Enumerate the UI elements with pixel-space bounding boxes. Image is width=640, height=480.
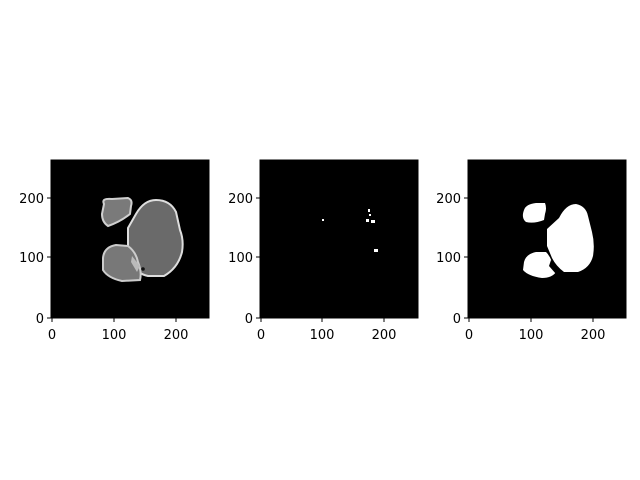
panel-3-right-blob <box>547 204 594 272</box>
panel-2-specks <box>322 209 378 252</box>
panel-1-left-lower-lobe <box>102 243 142 283</box>
panel-1-bright-spot <box>131 256 140 272</box>
panel-1-xtick-1: 100 <box>102 328 127 343</box>
panel-3-ytick-0: 200 <box>436 192 461 207</box>
panel-3-xtick-0: 0 <box>465 328 473 343</box>
panel-3-left-upper-blob <box>522 203 546 223</box>
panel-1-ticks <box>47 197 177 322</box>
panel-2: 0 100 200 200 100 0 <box>228 159 419 343</box>
panel-2-ytick-2: 0 <box>245 312 253 327</box>
panel-1-ytick-2: 0 <box>36 312 44 327</box>
panel-2-frame <box>259 159 419 319</box>
panel-3-left-lower-blob <box>523 252 556 278</box>
panel-2-ytick-1: 100 <box>228 251 253 266</box>
panel-2-ticks <box>256 197 385 322</box>
panel-3-ticks <box>464 197 594 322</box>
panel-2-xtick-0: 0 <box>257 328 265 343</box>
panel-1-xtick-0: 0 <box>48 328 56 343</box>
panel-2-ytick-0: 200 <box>228 192 253 207</box>
panel-2-xtick-2: 200 <box>372 328 397 343</box>
panel-1-ytick-0: 200 <box>19 192 44 207</box>
panel-3-ytick-2: 0 <box>453 312 461 327</box>
panel-3-hole <box>549 260 560 274</box>
panel-1: 0 100 200 200 100 0 <box>19 159 210 343</box>
panel-3-xtick-2: 200 <box>581 328 606 343</box>
panel-3: 0 100 200 200 100 0 <box>436 159 627 343</box>
panel-2-xtick-1: 100 <box>310 328 335 343</box>
panel-1-xtick-2: 200 <box>164 328 189 343</box>
panel-3-ytick-1: 100 <box>436 251 461 266</box>
panel-1-left-upper-lobe <box>100 196 133 228</box>
panel-3-xtick-1: 100 <box>519 328 544 343</box>
panel-1-ytick-1: 100 <box>19 251 44 266</box>
panel-1-right-lobe <box>127 198 184 277</box>
panel-1-dark-spot <box>141 267 145 271</box>
